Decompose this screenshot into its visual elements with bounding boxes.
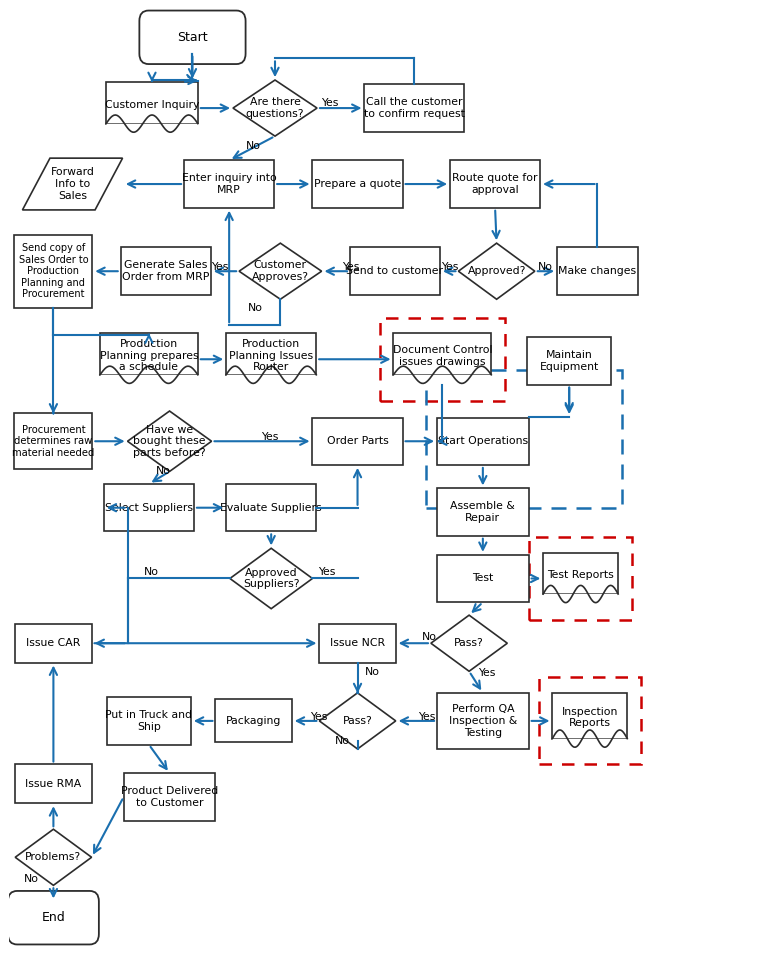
- Text: Route quote for
approval: Route quote for approval: [452, 173, 538, 195]
- FancyBboxPatch shape: [216, 699, 292, 742]
- Text: Maintain
Equipment: Maintain Equipment: [539, 350, 599, 371]
- FancyBboxPatch shape: [8, 891, 99, 944]
- Text: Production
Planning prepares
a schedule: Production Planning prepares a schedule: [99, 339, 198, 372]
- FancyBboxPatch shape: [313, 160, 403, 208]
- FancyBboxPatch shape: [350, 247, 440, 295]
- FancyBboxPatch shape: [393, 333, 491, 374]
- Text: Generate Sales
Order from MRP: Generate Sales Order from MRP: [122, 261, 210, 282]
- Text: Issue NCR: Issue NCR: [330, 638, 385, 648]
- Polygon shape: [16, 829, 92, 885]
- FancyBboxPatch shape: [140, 11, 245, 64]
- FancyBboxPatch shape: [15, 235, 92, 308]
- Text: Yes: Yes: [342, 262, 359, 272]
- Text: Problems?: Problems?: [26, 852, 81, 862]
- Text: Issue CAR: Issue CAR: [26, 638, 81, 648]
- Text: Call the customer
to confirm request: Call the customer to confirm request: [364, 97, 465, 118]
- FancyBboxPatch shape: [226, 333, 317, 374]
- Text: Pass?: Pass?: [343, 716, 372, 726]
- FancyBboxPatch shape: [313, 417, 403, 465]
- Text: Procurement
determines raw
material needed: Procurement determines raw material need…: [12, 425, 95, 457]
- FancyBboxPatch shape: [365, 84, 464, 132]
- Text: Inspection
Reports: Inspection Reports: [562, 707, 618, 729]
- Text: Yes: Yes: [478, 668, 496, 677]
- FancyBboxPatch shape: [15, 414, 92, 469]
- Text: No: No: [248, 303, 263, 313]
- Text: Assemble &
Repair: Assemble & Repair: [451, 501, 515, 522]
- Text: No: No: [538, 262, 553, 272]
- Text: Forward
Info to
Sales: Forward Info to Sales: [50, 167, 95, 201]
- Text: Start Operations: Start Operations: [438, 436, 528, 446]
- FancyBboxPatch shape: [107, 697, 191, 745]
- FancyBboxPatch shape: [527, 337, 611, 385]
- Polygon shape: [23, 159, 123, 210]
- FancyBboxPatch shape: [226, 484, 317, 531]
- Text: Send to customer: Send to customer: [346, 266, 443, 276]
- Text: Put in Truck and
Ship: Put in Truck and Ship: [106, 711, 192, 732]
- FancyBboxPatch shape: [120, 247, 211, 295]
- Text: No: No: [24, 874, 40, 884]
- Text: Yes: Yes: [310, 711, 327, 722]
- Polygon shape: [431, 615, 508, 671]
- Text: No: No: [365, 667, 380, 677]
- Text: Yes: Yes: [319, 566, 336, 577]
- Text: No: No: [422, 632, 437, 642]
- Polygon shape: [320, 692, 396, 749]
- Text: Prepare a quote: Prepare a quote: [314, 179, 401, 189]
- Text: No: No: [334, 735, 350, 746]
- Text: Are there
questions?: Are there questions?: [246, 97, 304, 118]
- FancyBboxPatch shape: [437, 555, 528, 603]
- Text: Yes: Yes: [211, 262, 228, 272]
- FancyBboxPatch shape: [320, 624, 396, 663]
- Polygon shape: [459, 244, 535, 299]
- Text: Test Reports: Test Reports: [547, 570, 614, 580]
- Text: Send copy of
Sales Order to
Production
Planning and
Procurement: Send copy of Sales Order to Production P…: [19, 243, 88, 300]
- FancyBboxPatch shape: [450, 160, 540, 208]
- FancyBboxPatch shape: [123, 774, 216, 820]
- Text: End: End: [42, 911, 65, 924]
- Polygon shape: [233, 80, 317, 137]
- FancyBboxPatch shape: [100, 333, 198, 374]
- Polygon shape: [239, 244, 321, 299]
- Text: Pass?: Pass?: [454, 638, 484, 648]
- Text: Issue RMA: Issue RMA: [26, 779, 81, 789]
- Text: Customer Inquiry: Customer Inquiry: [105, 99, 199, 110]
- Text: Production
Planning Issues
Router: Production Planning Issues Router: [229, 339, 314, 372]
- Text: Packaging: Packaging: [226, 716, 281, 726]
- FancyBboxPatch shape: [543, 553, 618, 594]
- Text: Approved
Suppliers?: Approved Suppliers?: [243, 567, 300, 589]
- Text: Product Delivered
to Customer: Product Delivered to Customer: [121, 786, 218, 808]
- Text: Have we
bought these
parts before?: Have we bought these parts before?: [133, 425, 206, 457]
- Text: Start: Start: [177, 31, 208, 44]
- Text: Approved?: Approved?: [467, 266, 526, 276]
- Text: Test: Test: [473, 574, 494, 584]
- Text: Document Control
issues drawings: Document Control issues drawings: [393, 345, 492, 367]
- Text: Evaluate Suppliers: Evaluate Suppliers: [220, 502, 322, 513]
- FancyBboxPatch shape: [437, 488, 528, 536]
- Polygon shape: [127, 411, 212, 472]
- FancyBboxPatch shape: [437, 692, 528, 749]
- FancyBboxPatch shape: [16, 765, 92, 803]
- Text: Customer
Approves?: Customer Approves?: [252, 261, 309, 282]
- Text: No: No: [246, 141, 261, 152]
- FancyBboxPatch shape: [16, 624, 92, 663]
- Text: Enter inquiry into
MRP: Enter inquiry into MRP: [182, 173, 276, 195]
- Text: No: No: [156, 466, 171, 477]
- Text: Perform QA
Inspection &
Testing: Perform QA Inspection & Testing: [449, 704, 517, 737]
- FancyBboxPatch shape: [104, 484, 194, 531]
- Text: Yes: Yes: [262, 432, 279, 442]
- Text: Make changes: Make changes: [559, 266, 636, 276]
- FancyBboxPatch shape: [184, 160, 274, 208]
- Text: Yes: Yes: [441, 262, 458, 272]
- Text: No: No: [144, 566, 158, 577]
- Text: Yes: Yes: [418, 711, 435, 722]
- Text: Yes: Yes: [320, 98, 338, 108]
- FancyBboxPatch shape: [437, 417, 528, 465]
- Text: Order Parts: Order Parts: [327, 436, 389, 446]
- FancyBboxPatch shape: [106, 82, 198, 123]
- FancyBboxPatch shape: [553, 692, 627, 738]
- FancyBboxPatch shape: [557, 247, 638, 295]
- Text: Select Suppliers: Select Suppliers: [105, 502, 193, 513]
- Polygon shape: [230, 548, 313, 608]
